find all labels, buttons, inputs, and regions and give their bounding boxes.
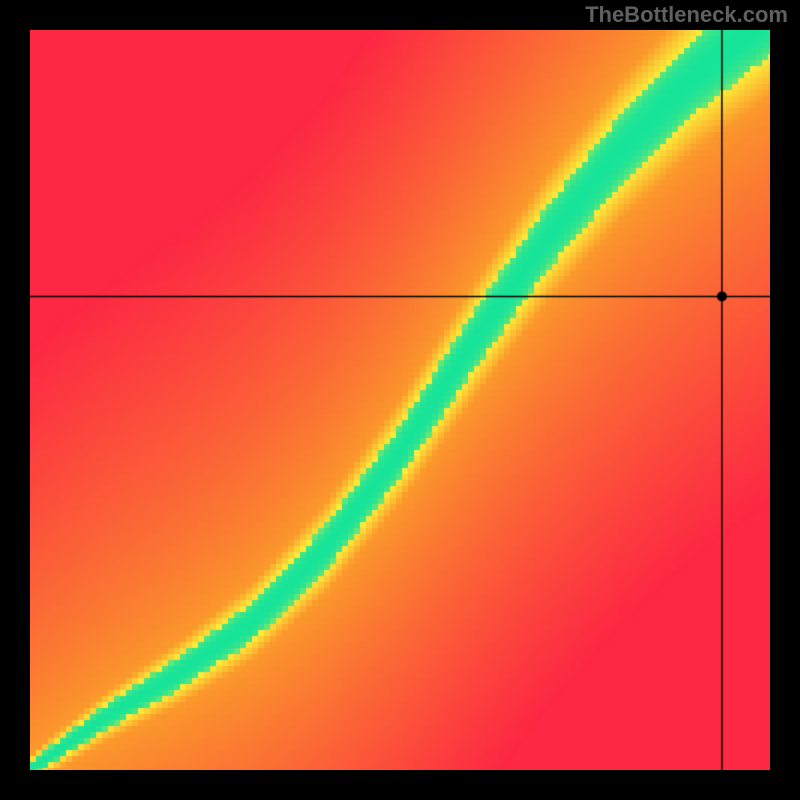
heatmap-plot <box>30 30 770 770</box>
watermark-text: TheBottleneck.com <box>585 2 788 28</box>
chart-container: TheBottleneck.com <box>0 0 800 800</box>
heatmap-canvas <box>30 30 770 770</box>
